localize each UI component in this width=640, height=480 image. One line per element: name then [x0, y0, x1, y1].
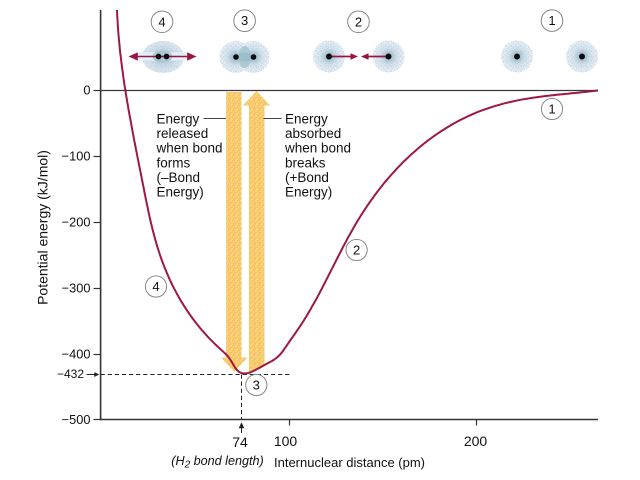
svg-text:Energy: Energy [157, 112, 200, 127]
svg-text:3: 3 [253, 378, 260, 393]
svg-text:−500: −500 [62, 412, 91, 427]
svg-text:4: 4 [158, 14, 165, 29]
svg-text:−400: −400 [62, 346, 91, 361]
svg-text:3: 3 [241, 13, 248, 28]
svg-text:2: 2 [353, 243, 360, 258]
svg-text:when bond: when bond [156, 141, 223, 156]
svg-text:Potential energy (kJ/mol): Potential energy (kJ/mol) [35, 150, 51, 305]
svg-text:Energy: Energy [285, 112, 328, 127]
svg-text:Energy): Energy) [285, 185, 332, 200]
svg-text:2: 2 [355, 14, 362, 29]
svg-text:100: 100 [274, 433, 298, 449]
svg-text:when bond: when bond [284, 141, 351, 156]
svg-text:(+Bond: (+Bond [285, 170, 329, 185]
svg-text:1: 1 [548, 13, 555, 28]
svg-text:74: 74 [232, 434, 248, 450]
svg-text:breaks: breaks [285, 155, 326, 170]
svg-text:−200: −200 [62, 214, 91, 229]
svg-text:(–Bond: (–Bond [157, 170, 201, 185]
svg-text:Internuclear distance (pm): Internuclear distance (pm) [274, 455, 425, 470]
svg-text:forms: forms [157, 155, 191, 170]
svg-text:−432: −432 [57, 367, 84, 381]
svg-text:(H2 bond length): (H2 bond length) [171, 454, 263, 471]
svg-text:Energy): Energy) [157, 185, 204, 200]
svg-text:−300: −300 [62, 280, 91, 295]
svg-text:4: 4 [152, 279, 159, 294]
svg-text:−100: −100 [62, 148, 91, 163]
svg-text:200: 200 [464, 433, 488, 449]
svg-text:0: 0 [83, 82, 90, 97]
svg-text:absorbed: absorbed [285, 126, 341, 141]
svg-text:1: 1 [548, 102, 555, 117]
svg-text:released: released [157, 126, 209, 141]
